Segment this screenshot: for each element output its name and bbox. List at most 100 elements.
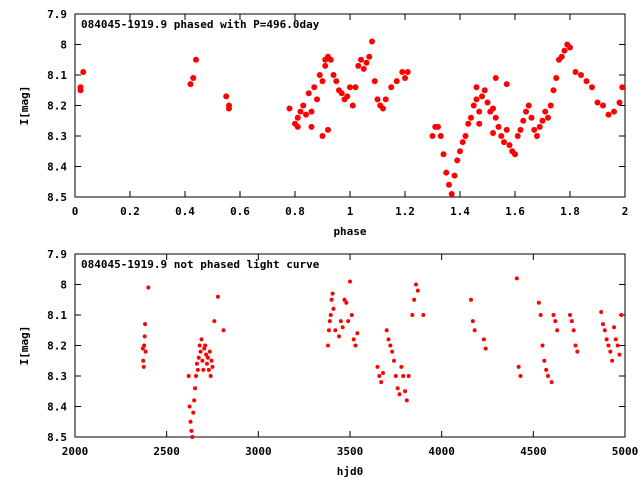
phased-data-point — [545, 114, 551, 121]
phased-y-tick-label: 8.3 — [47, 130, 67, 143]
unphased-data-point — [210, 364, 215, 369]
phased-data-point — [319, 133, 326, 139]
unphased-y-tick-label: 8.2 — [47, 340, 67, 353]
unphased-data-point — [397, 392, 402, 397]
unphased-data-point — [617, 352, 622, 357]
unphased-data-point — [141, 358, 146, 363]
phased-data-point — [514, 133, 521, 139]
unphased-y-axis-label: I[mag] — [18, 326, 31, 366]
phased-data-point — [393, 78, 400, 85]
phased-data-point — [616, 99, 623, 106]
unphased-data-point — [518, 374, 523, 378]
phased-data-point — [553, 75, 560, 82]
phased-data-point — [193, 56, 199, 63]
unphased-data-point — [205, 361, 209, 366]
unphased-chart-title: 084045-1919.9 not phased light curve — [81, 258, 320, 271]
phased-x-tick-label: 0 — [72, 205, 79, 218]
phased-x-tick-label: 1.6 — [505, 205, 525, 218]
unphased-data-point — [536, 300, 541, 305]
unphased-data-point — [344, 300, 349, 305]
phased-x-tick-label: 1.8 — [560, 205, 580, 218]
phased-data-point — [534, 133, 540, 139]
phased-data-point — [446, 181, 452, 188]
phased-y-tick-label: 8.5 — [47, 191, 67, 204]
phased-data-point — [528, 114, 535, 121]
phased-data-point — [358, 56, 364, 63]
phased-data-point — [294, 123, 301, 130]
unphased-data-point — [414, 282, 418, 287]
unphased-data-point — [202, 346, 207, 351]
unphased-data-point — [568, 313, 572, 317]
phased-data-point — [619, 84, 626, 91]
unphased-data-point — [195, 367, 200, 372]
unphased-data-point — [601, 322, 605, 327]
unphased-data-point — [209, 358, 214, 363]
phased-data-point — [443, 169, 450, 176]
unphased-data-point — [542, 358, 547, 363]
phased-data-point — [448, 190, 455, 197]
phased-data-point — [484, 99, 491, 106]
phased-data-point — [305, 90, 312, 97]
phased-data-point — [311, 84, 318, 91]
unphased-data-point — [481, 337, 486, 342]
phased-light-curve-panel: 0 0.2 0.4 0.6 0.8 1 1.2 1.4 1.6 1.8 2 7.9 8 8.1 8.2 8.3… — [18, 8, 628, 238]
phased-data-point — [429, 133, 436, 139]
unphased-data-point — [355, 331, 360, 336]
unphased-data-point — [615, 343, 620, 348]
unphased-data-point — [197, 343, 202, 348]
unphased-data-point — [388, 343, 393, 348]
phased-data-point — [531, 126, 538, 133]
phased-data-point — [374, 96, 381, 103]
phased-data-point — [462, 133, 469, 139]
unphased-data-point — [540, 343, 545, 348]
phased-y-tick-label: 8.2 — [47, 100, 67, 113]
unphased-data-point — [602, 328, 607, 333]
phased-data-point — [349, 102, 356, 109]
unphased-data-point — [386, 337, 391, 342]
unphased-data-point — [143, 322, 148, 327]
phased-data-point — [223, 93, 230, 100]
phased-data-point — [226, 105, 232, 112]
phased-data-point — [468, 114, 474, 121]
phased-data-point — [300, 102, 307, 109]
phased-y-tick-label: 7.9 — [47, 8, 67, 21]
phased-data-point — [473, 84, 480, 91]
unphased-data-point — [612, 325, 616, 330]
unphased-data-point — [204, 352, 209, 357]
phased-data-point — [611, 108, 617, 115]
unphased-data-point — [470, 319, 475, 324]
unphased-data-point — [571, 328, 576, 333]
phased-data-point — [314, 96, 320, 103]
unphased-data-point — [340, 325, 345, 330]
phased-data-point — [567, 44, 573, 51]
phased-data-point — [437, 133, 444, 139]
phased-x-axis-label: phase — [333, 225, 366, 238]
unphased-data-point — [399, 364, 404, 369]
unphased-data-point — [573, 343, 578, 348]
phased-data-point — [503, 126, 510, 133]
unphased-x-tick-label: 2500 — [153, 445, 180, 458]
phased-x-tick-label: 2 — [622, 205, 629, 218]
phased-data-point — [536, 123, 543, 130]
phased-data-point — [308, 108, 315, 115]
unphased-data-point — [348, 279, 352, 284]
unphased-data-point — [384, 328, 389, 333]
unphased-data-point — [375, 364, 380, 369]
unphased-x-tick-label: 4000 — [428, 445, 455, 458]
unphased-data-point — [606, 343, 611, 348]
phased-data-point — [303, 111, 309, 118]
unphased-data-point — [613, 337, 618, 342]
unphased-data-point — [208, 374, 213, 378]
phased-data-point — [492, 114, 499, 121]
unphased-data-point — [329, 297, 334, 302]
unphased-data-point — [412, 297, 417, 302]
unphased-data-point — [619, 313, 624, 317]
phased-data-point — [344, 93, 351, 100]
phased-data-point — [451, 172, 458, 179]
unphased-data-point — [194, 374, 198, 378]
unphased-data-point — [189, 428, 194, 433]
unphased-data-point — [551, 313, 556, 317]
unphased-data-point — [194, 361, 199, 366]
